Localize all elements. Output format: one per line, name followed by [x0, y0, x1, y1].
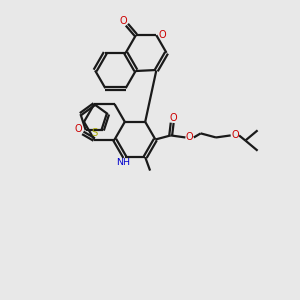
Text: O: O [74, 124, 82, 134]
Text: NH: NH [116, 158, 130, 167]
Text: O: O [119, 16, 127, 26]
Text: O: O [231, 130, 239, 140]
Text: O: O [170, 113, 178, 123]
Text: O: O [186, 133, 194, 142]
Text: S: S [91, 128, 97, 138]
Text: O: O [158, 30, 166, 40]
